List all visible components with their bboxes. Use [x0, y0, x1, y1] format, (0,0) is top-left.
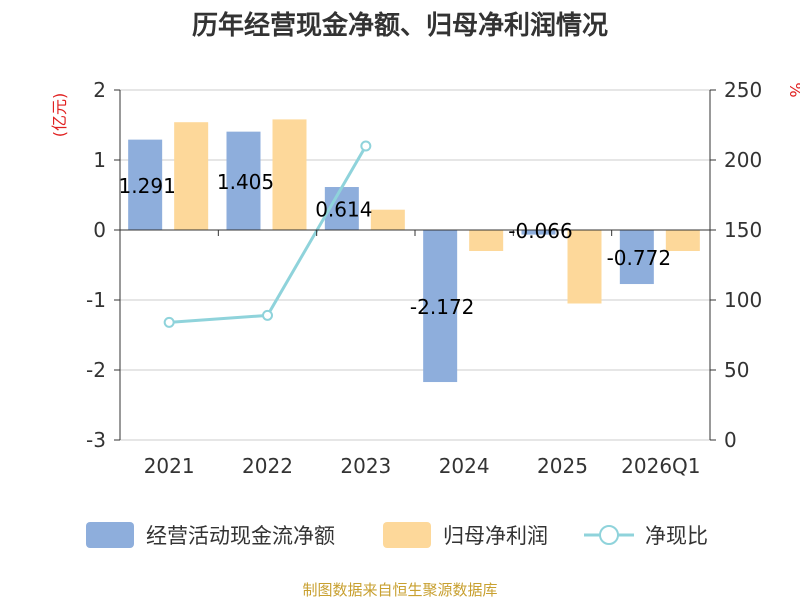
right-tick-label: 200 — [724, 148, 762, 172]
legend-label-ratio: 净现比 — [645, 524, 708, 548]
right-tick-label: 50 — [724, 358, 749, 382]
left-tick-label: 1 — [93, 148, 106, 172]
category-label: 2023 — [340, 454, 391, 478]
right-tick-label: 0 — [724, 428, 737, 452]
bar-profit-2023 — [370, 209, 405, 230]
ratio-point — [163, 316, 175, 328]
legend-swatch-cash — [86, 522, 134, 548]
bar-cash-2024 — [423, 230, 458, 383]
legend-swatch-ratio-marker — [599, 525, 619, 545]
ratio-point — [262, 309, 273, 321]
legend: 经营活动现金流净额 归母净利润 净现比 — [86, 522, 708, 548]
left-axis-unit: (亿元) — [50, 93, 69, 138]
left-tick-label: -1 — [86, 288, 106, 312]
grid-lines — [120, 89, 710, 441]
bar-profit-2026Q1 — [665, 230, 700, 251]
bars-group — [128, 119, 700, 383]
axes: 2 1 0 -1 -2 -3 250 200 150 100 50 0 2021 2022 2023 2024… — [86, 78, 762, 478]
data-label-cash-2025: -0.066 — [508, 219, 572, 243]
right-tick-label: 100 — [724, 288, 762, 312]
ratio-point — [360, 140, 372, 152]
right-tick-label: 150 — [724, 218, 762, 242]
source-note: 制图数据来自恒生聚源数据库 — [302, 581, 497, 599]
category-label: 2025 — [537, 454, 588, 478]
legend-label-profit: 归母净利润 — [443, 524, 548, 548]
bar-cash-2026Q1 — [619, 230, 654, 285]
bar-profit-2022 — [272, 119, 307, 230]
left-tick-label: 2 — [93, 78, 106, 102]
data-label-cash-2026Q1: -0.772 — [607, 246, 671, 270]
category-label: 2026Q1 — [621, 454, 700, 478]
bar-profit-2021 — [174, 122, 209, 230]
legend-swatch-profit — [383, 522, 431, 548]
category-label: 2024 — [439, 454, 490, 478]
right-tick-label: 250 — [724, 78, 762, 102]
category-label: 2022 — [242, 454, 293, 478]
data-label-cash-2021: 1.291 — [119, 174, 176, 198]
left-tick-label: -3 — [86, 428, 106, 452]
chart-title: 历年经营现金净额、归母净利润情况 — [192, 10, 608, 41]
data-labels: 1.291 1.405 0.614 -2.172 -0.066 -0.772 — [119, 170, 672, 319]
bar-profit-2025 — [567, 230, 602, 304]
bar-cash-2025 — [521, 230, 556, 235]
bar-profit-2024 — [469, 230, 504, 251]
bar-cash-2021 — [128, 139, 163, 230]
left-tick-label: -2 — [86, 358, 106, 382]
right-axis-unit: % — [786, 82, 800, 97]
data-label-cash-2023: 0.614 — [315, 198, 372, 222]
data-label-cash-2024: -2.172 — [410, 295, 474, 319]
data-label-cash-2022: 1.405 — [217, 170, 274, 194]
ratio-line-group — [163, 140, 372, 328]
bar-cash-2022 — [226, 131, 261, 230]
legend-label-cash: 经营活动现金流净额 — [146, 524, 335, 548]
left-tick-label: 0 — [93, 218, 106, 242]
category-label: 2021 — [144, 454, 195, 478]
